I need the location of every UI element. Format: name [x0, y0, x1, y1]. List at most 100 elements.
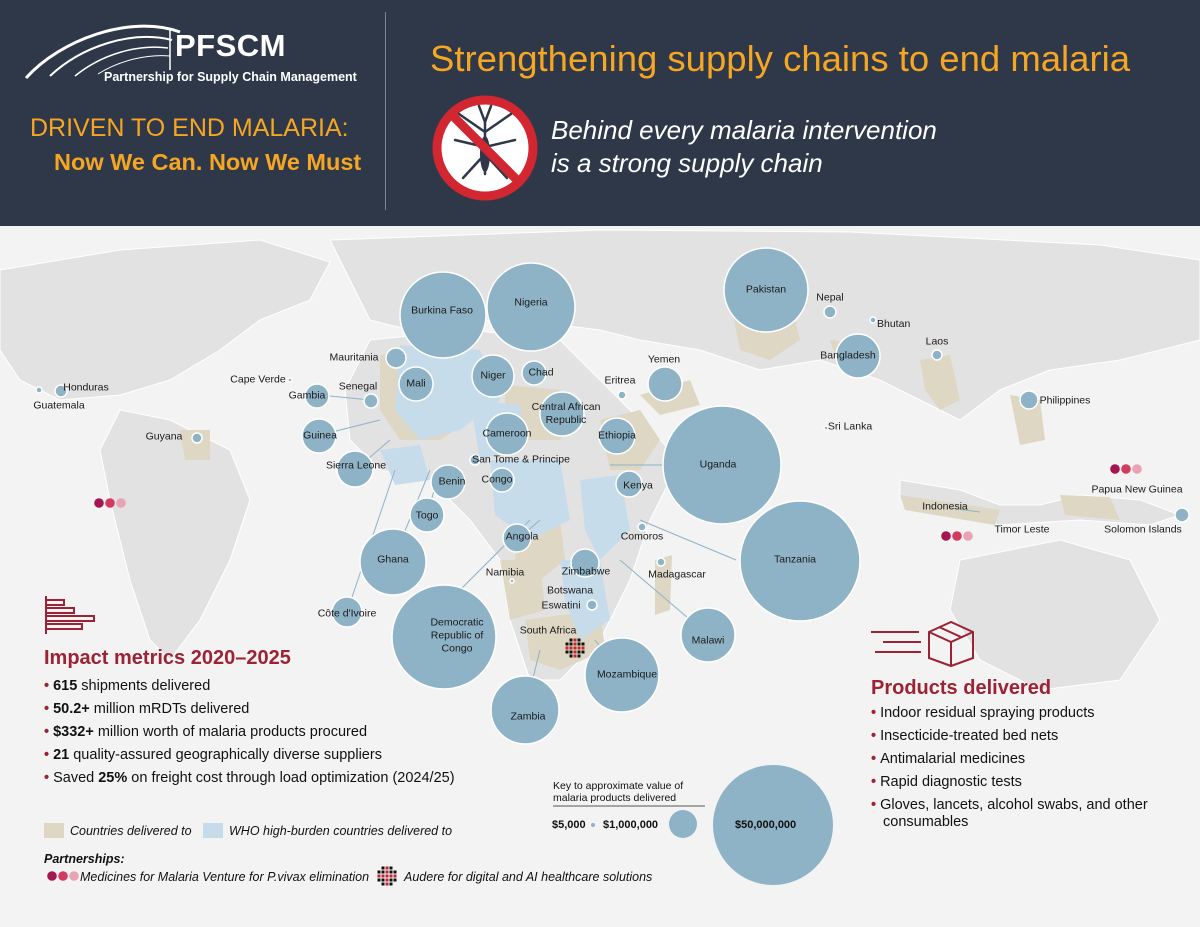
world-map [0, 226, 1200, 927]
mmv-partnership-icon [69, 871, 79, 881]
country-bubble [331, 596, 363, 628]
products-title: Products delivered [871, 677, 1052, 699]
audere-partnership-icon [565, 638, 585, 658]
country-label: Namibia [485, 566, 525, 579]
country-bubble [539, 391, 585, 437]
country-label: Côte d'Ivoire [317, 607, 377, 620]
country-bubble [363, 393, 379, 409]
legend-swatch-delivered [44, 823, 64, 838]
header-divider [385, 12, 386, 210]
country-bubble [489, 467, 515, 493]
country-label: Zimbabwe [561, 565, 611, 578]
product-item: • Antimalarial medicines [871, 751, 1026, 767]
impact-item: • 615 shipments delivered [44, 678, 211, 694]
legend-who-label: WHO high-burden countries delivered to [229, 824, 453, 838]
legend-swatch-who [203, 823, 223, 838]
impact-item: • $332+ million worth of malaria products… [44, 724, 368, 740]
no-mosquito-icon [432, 95, 538, 201]
country-label: Nepal [816, 291, 844, 304]
country-bubble [547, 588, 553, 594]
product-item: • Rapid diagnostic tests [871, 774, 1022, 790]
page-headline: Strengthening supply chains to end malar… [430, 38, 1131, 79]
country-label: Guatemala [33, 399, 85, 412]
country-label: South Africa [519, 624, 577, 637]
product-item: • Gloves, lancets, alcohol swabs, and oth… [871, 797, 1148, 830]
country-label: Angola [505, 530, 539, 543]
pfscm-logo-swoosh-icon [24, 24, 181, 80]
header-banner: PFSCM Partnership for Supply Chain Manag… [0, 0, 1200, 226]
mmv-partnership-icon [116, 498, 126, 508]
country-label: Central African Republic [531, 401, 601, 426]
country-bubble [723, 247, 809, 333]
country-bubble [680, 607, 736, 663]
mmv-partnership-icon [58, 871, 68, 881]
country-label: Benin [438, 475, 466, 488]
tagline-line2: is a strong supply chain [551, 148, 823, 178]
country-bubble [662, 405, 782, 525]
key-small-circle [591, 823, 595, 827]
country-label: Nigeria [514, 296, 548, 309]
country-label: Cape Verde [230, 373, 286, 386]
slogan-line1: DRIVEN TO END MALARIA: [30, 114, 349, 142]
country-bubble [615, 470, 643, 498]
country-label: Philippines [1039, 394, 1091, 407]
key-small-label: $5,000 [552, 819, 586, 831]
country-label: Solomon Islands [1104, 523, 1182, 536]
country-bubble [287, 377, 293, 383]
mmv-partnership-icon [941, 531, 951, 541]
tagline: Behind every malaria intervention is a s… [551, 114, 1001, 180]
country-label: Togo [415, 509, 439, 522]
country-bubble [570, 548, 600, 578]
country-label: Democratic Republic of Congo [430, 616, 484, 655]
key-title-line1: Key to approximate value of [553, 780, 684, 792]
country-label: Timor Leste [994, 523, 1050, 536]
country-bubble [739, 500, 861, 622]
impact-list: • 615 shipments delivered • 50.2+ million … [44, 678, 455, 793]
mmv-partnership-icon [1121, 464, 1131, 474]
country-label: Senegal [338, 380, 378, 393]
country-label: Laos [925, 335, 949, 348]
country-bubble [486, 262, 576, 352]
country-bubble [509, 578, 515, 584]
mmv-partnership-icon [47, 871, 57, 881]
country-bubble [584, 637, 660, 713]
country-bubble [502, 523, 532, 553]
country-bubble [301, 418, 337, 454]
country-bubble [35, 386, 43, 394]
partnerships-title: Partnerships: [44, 852, 125, 866]
logo-subtitle: Partnership for Supply Chain Management [104, 70, 357, 84]
country-bubble [647, 366, 683, 402]
country-bubble [304, 383, 330, 409]
mmv-partnership-icon [963, 531, 973, 541]
country-label: Tanzania [773, 553, 817, 566]
country-label: Papua New Guinea [1091, 483, 1183, 496]
country-bubble [485, 412, 529, 456]
country-label: Congo [481, 473, 513, 486]
key-title: Key to approximate value of malaria prod… [553, 780, 683, 804]
country-label: Uganda [699, 458, 737, 471]
country-bubble [1174, 507, 1190, 523]
country-bubble [399, 271, 487, 359]
country-label: Pakistan [745, 283, 787, 296]
country-label: Sierra Leone [325, 459, 387, 472]
mmv-partnership-icon [952, 531, 962, 541]
partnership-audere-label: Audere for digital and AI healthcare sol… [404, 870, 653, 884]
legend-delivered-label: Countries delivered to [70, 824, 192, 838]
country-bubble [409, 497, 445, 533]
country-label: Ghana [377, 553, 409, 566]
product-item: • Indoor residual spraying products [871, 705, 1095, 721]
country-label: Guyana [145, 430, 183, 443]
country-label: Burkina Faso [411, 304, 473, 317]
mmv-partnership-icon [1132, 464, 1142, 474]
country-bubble [637, 522, 647, 532]
country-bubble [359, 528, 427, 596]
country-label: Guinea [303, 429, 337, 442]
country-bubble [931, 349, 943, 361]
country-label: Botswana [546, 584, 594, 597]
bar-chart-icon [45, 596, 95, 634]
country-label: Chad [528, 366, 554, 379]
country-label: Eswatini [541, 599, 581, 612]
country-label: Ethiopia [598, 429, 636, 442]
impact-item: • 50.2+ million mRDTs delivered [44, 701, 250, 717]
country-bubble [823, 305, 837, 319]
